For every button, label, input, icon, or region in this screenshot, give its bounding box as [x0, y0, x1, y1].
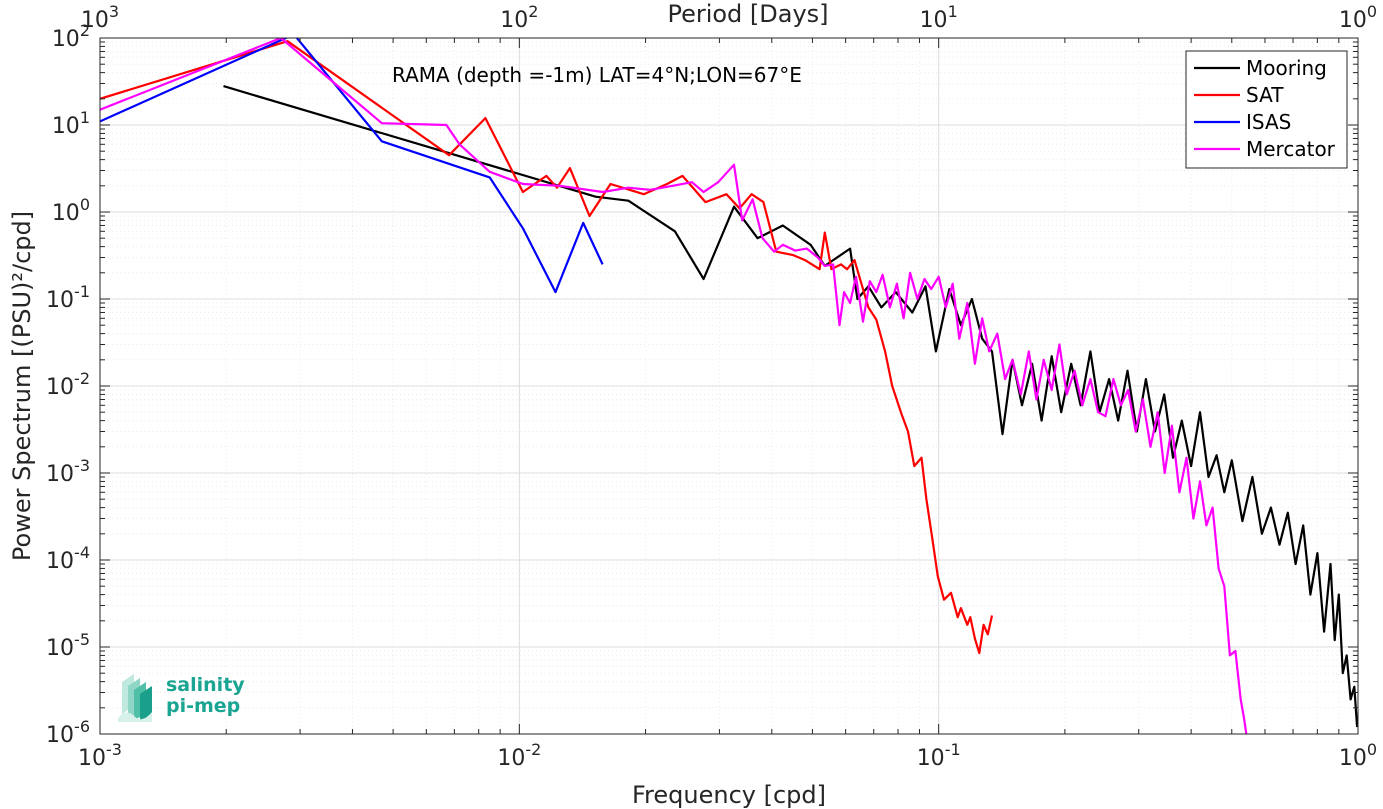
series-line-sat [100, 40, 994, 655]
y-tick-label-exponent: -5 [74, 630, 90, 649]
y-axis-title: Power Spectrum [(PSU)²/cpd] [8, 211, 36, 561]
y-tick-label-base: 10 [46, 549, 74, 574]
top-tick-label-exponent: 3 [109, 2, 119, 21]
x-tick-label-base: 10 [497, 746, 525, 771]
y-tick-label: 10-6 [46, 717, 90, 748]
logo-text-line1: salinity [166, 674, 245, 696]
top-tick-label: 102 [500, 2, 538, 33]
y-tick-label: 101 [52, 108, 90, 139]
x-tick-label-base: 10 [917, 746, 945, 771]
series-line-mercator [100, 38, 1248, 734]
y-tick-label-exponent: -4 [74, 543, 90, 562]
tick-marks [99, 37, 1359, 735]
top-tick-label-exponent: 0 [1367, 2, 1377, 21]
top-tick-label-base: 10 [1339, 8, 1367, 33]
y-tick-label-base: 10 [52, 27, 80, 52]
y-tick-label: 10-3 [46, 456, 90, 487]
x-axis-title: Frequency [cpd] [632, 781, 826, 809]
series-layer [100, 38, 1358, 734]
legend-label-isas: ISAS [1246, 110, 1291, 134]
x-tick-label-exponent: 0 [1367, 740, 1377, 759]
y-tick-label-base: 10 [52, 114, 80, 139]
top-tick-label: 100 [1339, 2, 1377, 33]
x-tick-label: 10-2 [497, 740, 541, 771]
y-tick-label-exponent: 1 [80, 108, 90, 127]
x-tick-label-exponent: -1 [945, 740, 961, 759]
salinity-pi-mep-logo: salinity pi-mep [118, 674, 245, 722]
series-line-isas [100, 38, 604, 294]
x-tick-label-exponent: -3 [106, 740, 122, 759]
y-tick-label-exponent: 0 [80, 195, 90, 214]
y-tick-label-base: 10 [52, 201, 80, 226]
x-tick-label: 10-1 [917, 740, 961, 771]
y-tick-label: 102 [52, 21, 90, 52]
y-tick-label-exponent: -2 [74, 369, 90, 388]
top-tick-label-base: 10 [500, 8, 528, 33]
y-tick-label: 10-1 [46, 282, 90, 313]
top-tick-label-base: 10 [81, 8, 109, 33]
chart-annotation: RAMA (depth =-1m) LAT=4°N;LON=67°E [392, 63, 802, 87]
y-tick-label-base: 10 [46, 288, 74, 313]
x-tick-label: 100 [1339, 740, 1377, 771]
legend-label-sat: SAT [1246, 83, 1284, 107]
top-tick-label-exponent: 2 [528, 2, 538, 21]
x-tick-label-base: 10 [78, 746, 106, 771]
x-tick-label-base: 10 [1339, 746, 1367, 771]
top-tick-label: 101 [920, 2, 958, 33]
top-tick-label-base: 10 [920, 8, 948, 33]
y-tick-label-base: 10 [46, 636, 74, 661]
y-tick-label-exponent: -1 [74, 282, 90, 301]
y-tick-label-base: 10 [46, 462, 74, 487]
top-axis-title: Period [Days] [667, 0, 828, 28]
logo-graphic [118, 674, 152, 722]
legend-label-mooring: Mooring [1246, 56, 1327, 80]
y-tick-label-base: 10 [46, 375, 74, 400]
legend: Mooring SAT ISAS Mercator [1185, 50, 1348, 169]
top-tick-label: 103 [81, 2, 119, 33]
logo-text-line2: pi-mep [166, 695, 240, 717]
y-tick-label-exponent: 2 [80, 21, 90, 40]
y-tick-label: 100 [52, 195, 90, 226]
x-tick-label-exponent: -2 [525, 740, 541, 759]
legend-label-mercator: Mercator [1246, 137, 1336, 161]
y-tick-label: 10-2 [46, 369, 90, 400]
y-tick-label-base: 10 [46, 723, 74, 748]
y-tick-label-exponent: -3 [74, 456, 90, 475]
x-tick-label: 10-3 [78, 740, 122, 771]
top-tick-label-exponent: 1 [948, 2, 958, 21]
y-tick-label: 10-4 [46, 543, 90, 574]
y-tick-label-exponent: -6 [74, 717, 90, 736]
y-tick-label: 10-5 [46, 630, 90, 661]
